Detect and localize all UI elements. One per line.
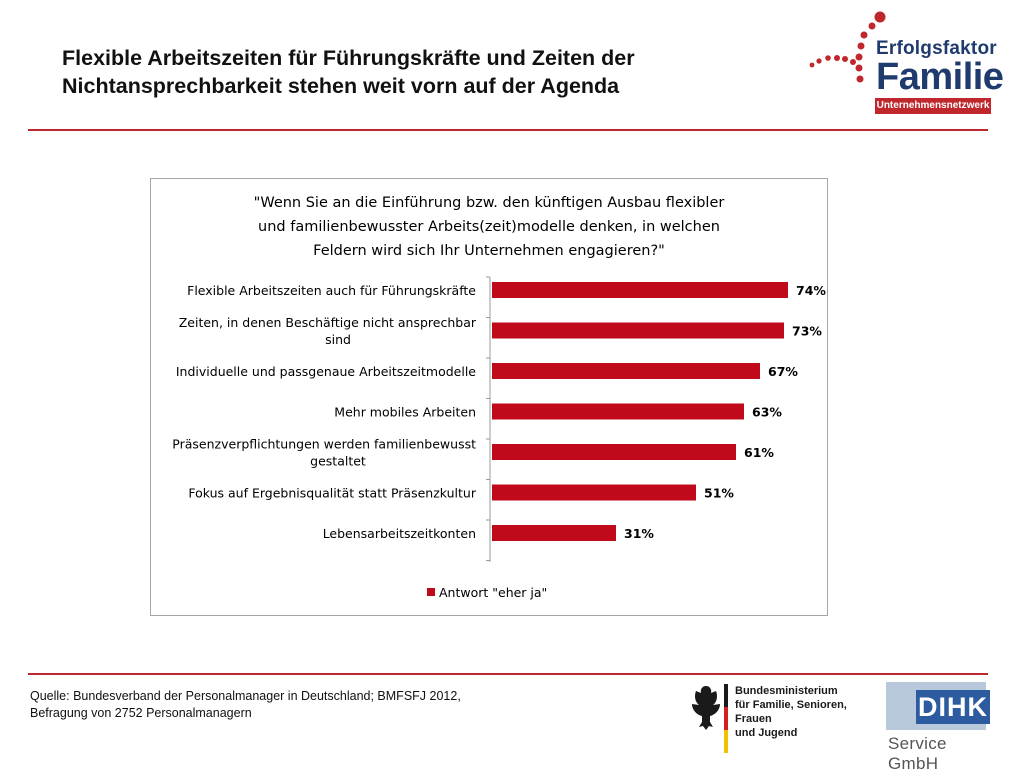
category-label: gestaltet	[310, 454, 366, 469]
bar	[492, 282, 788, 298]
category-label: Flexible Arbeitszeiten auch für Führungs…	[187, 283, 476, 298]
slide-title-line-2: Nichtansprechbarkeit stehen weit vorn au…	[62, 74, 620, 98]
bmfsfj-name: Bundesministerium für Familie, Senioren,…	[735, 685, 847, 739]
slide-title-line-1: Flexible Arbeitszeiten für Führungskräft…	[62, 46, 635, 70]
logo-text-erfolgsfaktor: Erfolgsfaktor	[876, 38, 997, 59]
bar	[492, 322, 784, 339]
chart-title-line-3: Feldern wird sich Ihr Unternehmen engagi…	[313, 243, 665, 259]
bar-value-label: 74%	[796, 283, 826, 298]
chart-title-line-2: und familienbewusster Arbeits(zeit)model…	[258, 219, 720, 235]
bmfsfj-logo: Bundesministerium für Familie, Senioren,…	[688, 682, 884, 754]
dihk-logo: DIHK Service GmbH	[886, 682, 990, 773]
dihk-service-text: Service GmbH	[888, 734, 947, 773]
bar	[492, 525, 616, 541]
bar	[492, 484, 696, 501]
bar-value-label: 67%	[768, 364, 798, 379]
source-line-1: Quelle: Bundesverband der Personalmanage…	[30, 689, 461, 703]
logo-text-familie: Familie	[876, 56, 1004, 98]
bar-value-label: 51%	[704, 486, 734, 501]
category-label: Zeiten, in denen Beschäftige nicht anspr…	[179, 315, 477, 330]
logo-band-unternehmensnetzwerk: Unternehmensnetzwerk	[875, 98, 991, 114]
bar-value-label: 31%	[624, 526, 654, 541]
bar	[492, 403, 744, 420]
bar-chart-canvas: "Wenn Sie an die Einführung bzw. den kün…	[172, 195, 826, 600]
bar-chart: "Wenn Sie an die Einführung bzw. den kün…	[150, 178, 828, 616]
bar-value-label: 61%	[744, 445, 774, 460]
legend-label: Antwort "eher ja"	[439, 585, 547, 600]
footer-divider	[28, 673, 988, 675]
source-line-2: Befragung von 2752 Personalmanagern	[30, 706, 252, 720]
dihk-logo-text: DIHK	[916, 690, 990, 724]
title-divider	[28, 129, 988, 131]
bar	[492, 444, 736, 460]
category-label: Fokus auf Ergebnisqualität statt Präsenz…	[188, 486, 477, 501]
category-label: Präsenzverpflichtungen werden familienbe…	[172, 437, 476, 452]
chart-title-line-1: "Wenn Sie an die Einführung bzw. den kün…	[254, 195, 725, 211]
category-label: sind	[325, 332, 351, 347]
dot-figure-icon	[809, 11, 886, 83]
bar	[492, 363, 760, 379]
bar-value-label: 63%	[752, 405, 782, 420]
bar-value-label: 73%	[792, 324, 822, 339]
category-label: Lebensarbeitszeitkonten	[323, 526, 476, 541]
category-label: Mehr mobiles Arbeiten	[334, 405, 476, 420]
federal-eagle-icon	[692, 684, 728, 753]
category-label: Individuelle und passgenaue Arbeitszeitm…	[176, 364, 476, 379]
source-note: Quelle: Bundesverband der Personalmanage…	[30, 688, 590, 722]
legend-swatch	[427, 588, 435, 596]
slide-title: Flexible Arbeitszeiten für Führungskräft…	[62, 44, 782, 100]
erfolgsfaktor-familie-logo: Erfolgsfaktor Familie Unternehmensnetzwe…	[806, 10, 1004, 120]
